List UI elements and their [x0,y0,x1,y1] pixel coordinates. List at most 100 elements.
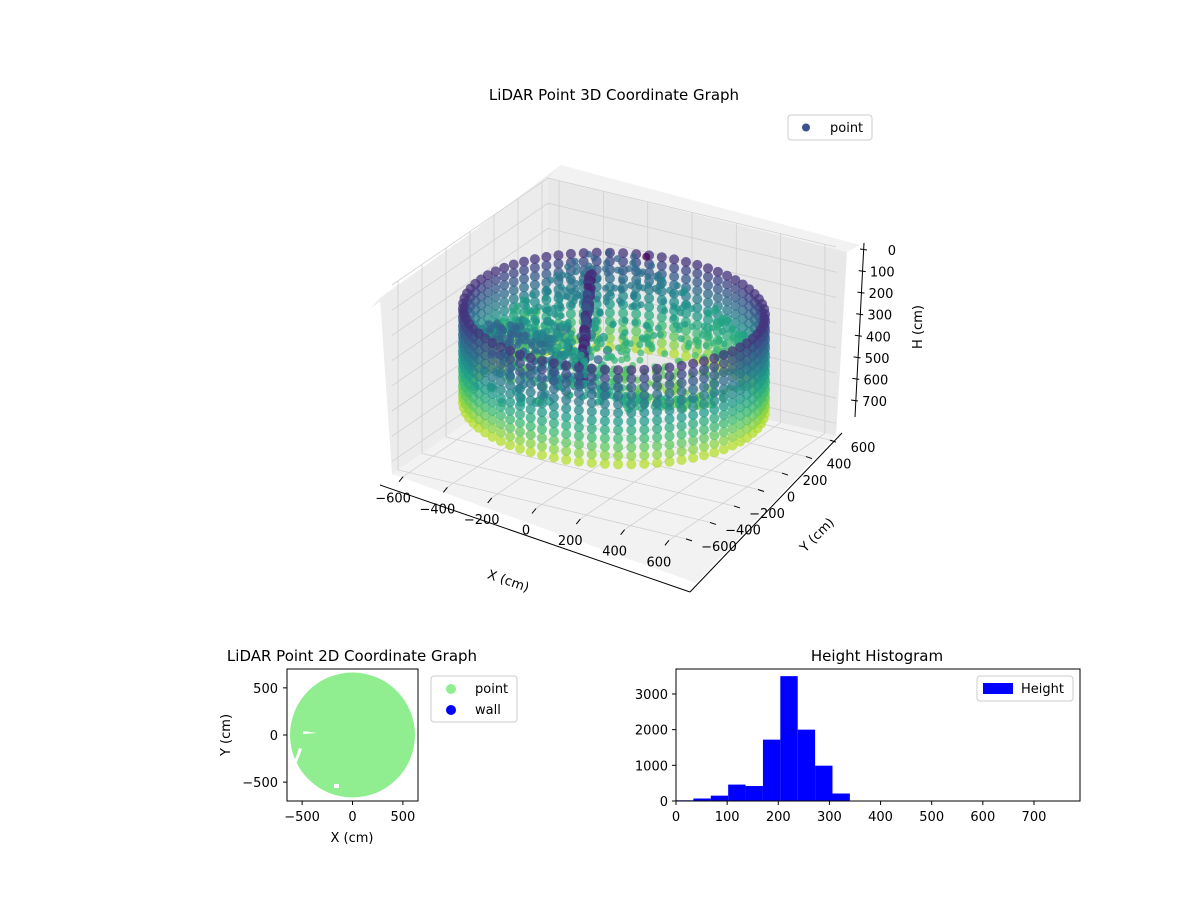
data-point [525,447,536,457]
data-point [648,345,656,353]
data-point [692,259,703,270]
data-point [613,433,624,444]
z-tick-label: 600 [863,373,888,388]
data-point [735,393,746,404]
x-tick [442,486,448,493]
data-point [669,340,680,351]
data-point [529,279,540,290]
ticks-2d: −500 0 500 500 0 −500 [242,682,415,825]
data-point [480,410,491,421]
chart-histogram: Height Histogram 0 100 200 300 400 500 600 7000… [635,647,1081,825]
y-tick-label: 0 [787,491,795,506]
data-point [573,362,584,373]
chart-2d: LiDAR Point 2D Coordinate Graph −500 0 500… [219,647,518,846]
data-point [718,444,729,455]
legend-2d-label-wall: wall [475,703,501,718]
data-point [691,351,699,359]
y-tick-label: −500 [242,776,278,791]
histogram-bar [815,765,833,801]
data-point [623,355,631,362]
legend-2d-marker-point [446,684,456,694]
data-point [712,266,723,277]
legend-3d-box [787,114,873,141]
data-point [718,418,729,429]
y-tick-label: 3000 [635,688,668,703]
data-point [599,441,610,452]
data-point [509,307,517,315]
data-point [548,358,559,369]
data-point [735,419,746,430]
data-point [487,389,498,400]
data-point [499,305,510,316]
chart-3d-title: LiDAR Point 3D Coordinate Graph [489,86,739,104]
data-point [652,406,663,417]
data-point [604,307,615,318]
data-point [586,423,597,434]
data-point [586,457,597,468]
x-axis-label-2d: X (cm) [331,831,374,846]
grid-line [421,453,711,523]
data-point [490,309,501,320]
data-point [604,353,612,361]
data-point [603,259,611,267]
grid-line [445,436,735,507]
legend-2d: point wall [430,675,518,723]
x-tick-label: 400 [602,545,627,560]
data-point [548,409,559,420]
data-point [712,275,723,286]
x-tick-label: 0 [672,810,680,825]
data-point [573,405,584,416]
data-point [730,309,741,320]
data-point [735,410,746,421]
data-point [508,285,519,296]
data-point [548,384,559,394]
data-point [537,355,547,366]
data-point [495,393,506,404]
data-point [652,272,660,280]
data-point [703,309,711,317]
point-region [290,672,415,798]
data-point [630,253,638,261]
data-point [634,268,642,276]
data-point [515,418,525,428]
x-axis-label: X (cm) [485,568,531,596]
data-point [617,268,625,276]
y-tick-label: 1000 [635,759,668,774]
data-point [525,395,536,406]
data-point [490,275,501,285]
data-point [515,443,525,454]
data-point [571,347,579,354]
z-tick-label: 400 [866,330,891,345]
x-tick [575,518,581,525]
ticks-3d: −600−400−2000200400600−600−400−200020040… [375,244,896,570]
data-point [515,409,525,420]
data-point [573,263,580,270]
histogram-bars [676,676,850,801]
legend-histogram: Height [976,675,1074,702]
data-point [543,288,551,296]
data-point [621,316,629,324]
data-point [709,339,717,347]
data-point [712,284,723,294]
data-point [495,367,506,378]
data-point [676,420,687,431]
data-point [639,433,650,444]
data-point [677,335,685,343]
data-point [561,403,572,414]
data-point [630,293,638,301]
data-point [652,363,663,374]
data-point [735,359,746,370]
data-point [692,268,703,279]
data-point [699,373,709,384]
data-point [727,389,738,400]
data-point [565,248,576,259]
data-point [512,324,520,332]
data-point [593,355,603,365]
data-point [675,326,683,334]
data-point [537,415,547,426]
gap-mark [303,731,317,734]
z-tick [859,248,868,251]
data-point [652,458,663,468]
data-point [487,431,498,442]
data-point [573,456,584,467]
